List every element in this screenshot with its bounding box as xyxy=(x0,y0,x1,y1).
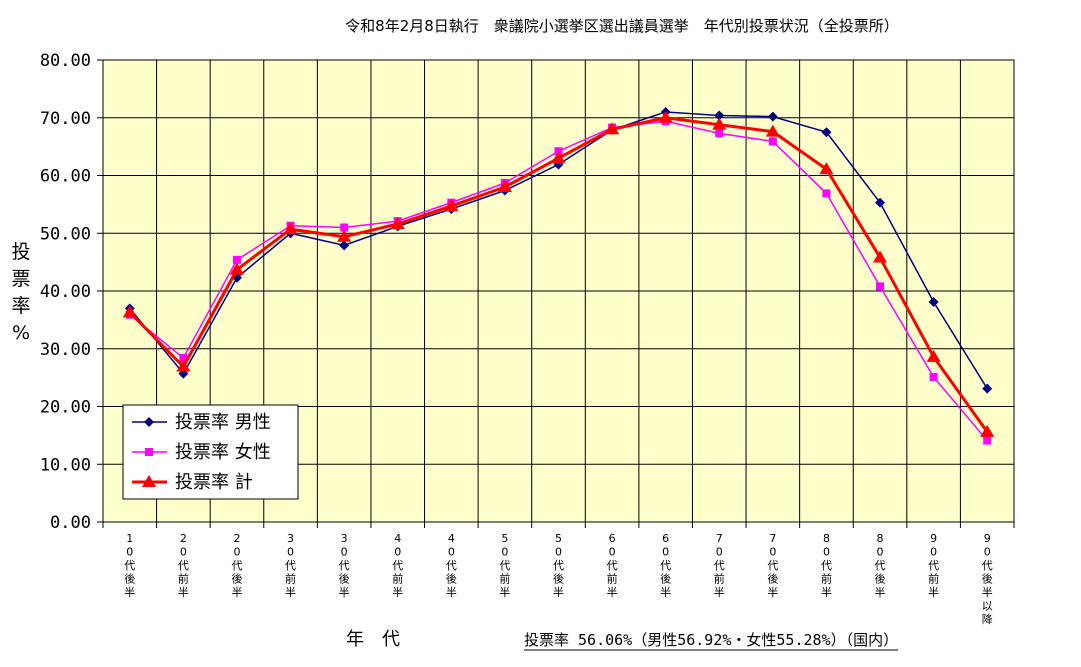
x-tick-label: 5 0 代後半 xyxy=(553,532,564,599)
data-point-marker xyxy=(658,110,673,123)
data-point-marker xyxy=(876,282,885,291)
data-point-marker xyxy=(142,475,156,487)
data-point-marker xyxy=(179,353,188,362)
x-tick-label: 2 0 代後半 xyxy=(231,532,242,599)
legend-item: 投票率 女性 xyxy=(132,442,271,463)
data-point-marker xyxy=(768,137,777,146)
data-point-marker xyxy=(821,127,832,138)
legend-label: 投票率 男性 xyxy=(175,412,271,433)
data-point-marker xyxy=(765,124,780,137)
x-tick-label: 4 0 代後半 xyxy=(446,532,457,599)
data-point-marker xyxy=(819,162,834,175)
x-tick-label: 6 0 代前半 xyxy=(607,532,618,599)
y-axis-label-char: 票 xyxy=(11,268,30,290)
data-point-marker xyxy=(232,255,241,264)
x-tick-label: 5 0 代前半 xyxy=(499,532,510,599)
y-tick-label: 40.00 xyxy=(40,282,91,302)
x-tick-label: 2 0 代前半 xyxy=(178,532,189,599)
legend-label: 投票率 計 xyxy=(175,472,253,493)
data-point-marker xyxy=(714,110,725,121)
y-tick-label: 80.00 xyxy=(40,51,91,71)
data-point-marker xyxy=(176,359,191,372)
data-point-marker xyxy=(926,349,941,362)
y-axis-label-char: 投 xyxy=(11,241,30,263)
legend-item: 投票率 計 xyxy=(132,472,253,493)
x-tick-label: 3 0 代前半 xyxy=(285,532,296,599)
legend-item: 投票率 男性 xyxy=(132,412,271,433)
data-point-marker xyxy=(339,240,350,251)
data-point-marker xyxy=(712,117,727,130)
data-point-marker xyxy=(145,448,153,456)
data-point-marker xyxy=(873,250,888,263)
data-point-marker xyxy=(715,129,724,138)
y-tick-label: 10.00 xyxy=(40,455,91,475)
x-tick-label: 7 0 代後半 xyxy=(767,532,778,599)
y-axis-label-char: 率 xyxy=(11,295,30,317)
data-point-marker xyxy=(283,222,298,235)
y-tick-label: 0.00 xyxy=(50,513,91,533)
legend-label: 投票率 女性 xyxy=(175,442,271,463)
data-point-marker xyxy=(229,262,244,275)
data-point-marker xyxy=(444,199,459,212)
x-tick-label: 4 0 代前半 xyxy=(392,532,403,599)
y-tick-label: 70.00 xyxy=(40,109,91,129)
chart-title: 令和8年2月8日執行 衆議院小選挙区選出議員選挙 年代別投票状況（全投票所） xyxy=(345,17,899,35)
x-tick-label: 3 0 代後半 xyxy=(339,532,350,599)
data-point-marker xyxy=(390,217,405,230)
data-point-marker xyxy=(122,305,137,318)
data-point-marker xyxy=(497,180,512,193)
y-axis-label-char: % xyxy=(12,322,30,344)
x-tick-label: 9 0 代後半以降 xyxy=(982,532,993,626)
data-point-marker xyxy=(983,436,992,445)
data-point-marker xyxy=(875,197,886,208)
x-tick-label: 1 0 代後半 xyxy=(124,532,135,599)
x-tick-label: 9 0 代前半 xyxy=(928,532,939,599)
data-point-marker xyxy=(767,111,778,122)
data-point-marker xyxy=(928,296,939,307)
x-tick-label: 7 0 代前半 xyxy=(714,532,725,599)
y-tick-label: 20.00 xyxy=(40,398,91,418)
x-tick-label: 8 0 代後半 xyxy=(875,532,886,599)
national-turnout-note: 投票率 56.06%（男性56.92%・女性55.28%）（国内） xyxy=(524,631,898,649)
y-tick-label: 50.00 xyxy=(40,224,91,244)
plot-layer: 0.00 10.00 20.00 30.00 40.00 50.00 60.00 70.00 8… xyxy=(40,51,1015,626)
y-tick-label: 60.00 xyxy=(40,167,91,187)
data-point-marker xyxy=(144,417,154,427)
data-point-marker xyxy=(605,122,620,135)
y-axis-label: 投票率% xyxy=(11,241,30,344)
data-point-marker xyxy=(929,373,938,382)
y-tick-label: 30.00 xyxy=(40,340,91,360)
data-point-marker xyxy=(982,383,993,394)
x-tick-label: 6 0 代後半 xyxy=(660,532,671,599)
data-point-marker xyxy=(337,229,352,242)
data-point-marker xyxy=(340,223,349,232)
data-point-marker xyxy=(551,151,566,164)
series-3 xyxy=(122,110,995,437)
plot-border xyxy=(102,59,1015,523)
data-point-marker xyxy=(980,424,995,437)
x-tick-label: 8 0 代前半 xyxy=(821,532,832,599)
x-axis-label: 年 代 xyxy=(346,629,400,650)
data-point-marker xyxy=(822,189,831,198)
